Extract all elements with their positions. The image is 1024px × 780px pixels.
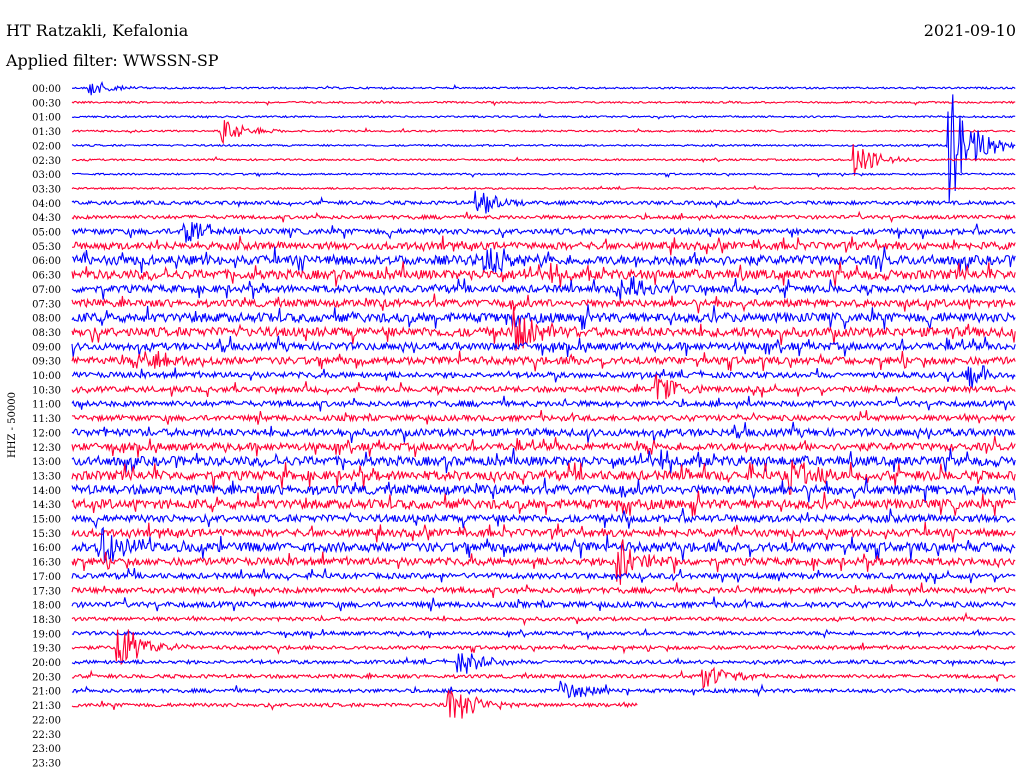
row-label: 11:00	[32, 400, 61, 411]
trace-line	[71, 690, 638, 719]
row-label: 01:30	[32, 127, 61, 138]
station-title: HT Ratzakli, Kefalonia	[6, 21, 189, 40]
trace-line	[71, 276, 1016, 302]
y-axis-label: HHZ - 50000	[7, 392, 18, 458]
trace-line	[71, 80, 1016, 96]
trace-line	[71, 210, 1016, 224]
row-label: 16:00	[32, 543, 61, 554]
row-label: 15:30	[32, 529, 61, 540]
trace-line	[71, 490, 1016, 517]
row-label: 16:30	[32, 558, 61, 569]
row-label: 21:30	[32, 701, 61, 712]
date-label: 2021-09-10	[924, 21, 1016, 40]
trace-line	[71, 526, 1016, 563]
trace-line	[71, 185, 1016, 191]
trace-line	[71, 94, 1016, 202]
row-label: 02:00	[32, 141, 61, 152]
row-label: 08:00	[32, 314, 61, 325]
trace-line	[71, 653, 1016, 674]
trace-line	[71, 680, 1016, 699]
trace-line	[71, 335, 1016, 358]
trace-line	[71, 120, 1016, 145]
trace-line	[72, 171, 1016, 179]
trace-line	[71, 190, 1016, 214]
trace-line	[71, 222, 1016, 243]
row-label: 17:00	[32, 572, 61, 583]
row-label: 22:00	[32, 715, 61, 726]
row-label: 12:00	[32, 428, 61, 439]
trace-line	[71, 611, 1016, 627]
trace-line	[71, 460, 1016, 495]
row-label: 05:30	[32, 242, 61, 253]
row-label: 07:00	[32, 285, 61, 296]
row-label: 09:00	[32, 342, 61, 353]
trace-line	[71, 304, 1016, 330]
seismic-traces	[71, 80, 1016, 719]
row-label: 03:00	[32, 170, 61, 181]
row-label: 04:00	[32, 199, 61, 210]
row-label: 18:00	[32, 601, 61, 612]
trace-line	[71, 261, 1016, 287]
row-label: 17:30	[32, 586, 61, 597]
trace-line	[71, 306, 1016, 351]
trace-line	[71, 395, 1016, 412]
row-label: 03:30	[32, 184, 61, 195]
row-label: 19:00	[32, 629, 61, 640]
row-label: 23:30	[32, 758, 61, 769]
trace-line	[71, 410, 1016, 425]
trace-line	[71, 477, 1016, 503]
row-label: 06:30	[32, 271, 61, 282]
row-label: 21:00	[32, 687, 61, 698]
trace-line	[71, 235, 1016, 256]
row-label: 11:30	[32, 414, 61, 425]
trace-line	[71, 582, 1016, 598]
trace-line	[71, 350, 1016, 372]
row-label: 10:30	[32, 385, 61, 396]
row-label: 18:30	[32, 615, 61, 626]
trace-line	[71, 246, 1016, 274]
row-label: 02:30	[32, 156, 61, 167]
row-label: 20:00	[32, 658, 61, 669]
row-label: 19:30	[32, 644, 61, 655]
row-label: 22:30	[32, 730, 61, 741]
row-label: 23:00	[32, 744, 61, 755]
trace-line	[71, 627, 1016, 641]
row-label: 06:00	[32, 256, 61, 267]
trace-line	[71, 365, 1016, 389]
row-label: 12:30	[32, 443, 61, 454]
row-label: 20:30	[32, 672, 61, 683]
trace-line	[71, 568, 1016, 585]
trace-line	[71, 144, 1016, 176]
row-label: 01:00	[32, 113, 61, 124]
row-label: 00:30	[32, 98, 61, 109]
row-label: 14:00	[32, 486, 61, 497]
trace-line	[71, 629, 1016, 666]
row-label: 08:30	[32, 328, 61, 339]
trace-line	[71, 421, 1016, 444]
row-label: 15:00	[32, 515, 61, 526]
trace-line	[71, 436, 1016, 458]
row-label: 05:00	[32, 228, 61, 239]
trace-line	[71, 374, 1016, 400]
row-label: 04:30	[32, 213, 61, 224]
trace-line	[71, 508, 1016, 530]
trace-line	[71, 666, 1016, 690]
row-label: 13:00	[32, 457, 61, 468]
trace-line	[71, 99, 1016, 107]
row-label: 13:30	[32, 471, 61, 482]
trace-line	[71, 112, 1016, 120]
trace-line	[71, 522, 1016, 544]
row-label: 00:00	[32, 84, 61, 95]
row-labels: 00:00 00:30 01:00 01:30 02:00 02:30 03:00 03:30…	[32, 84, 61, 769]
row-label: 09:30	[32, 357, 61, 368]
row-label: 07:30	[32, 299, 61, 310]
trace-line	[71, 539, 1016, 585]
trace-line	[71, 596, 1016, 612]
trace-line	[71, 447, 1016, 474]
row-label: 10:00	[32, 371, 61, 382]
trace-line	[71, 293, 1016, 314]
row-label: 14:30	[32, 500, 61, 511]
filter-label: Applied filter: WWSSN-SP	[5, 51, 219, 70]
